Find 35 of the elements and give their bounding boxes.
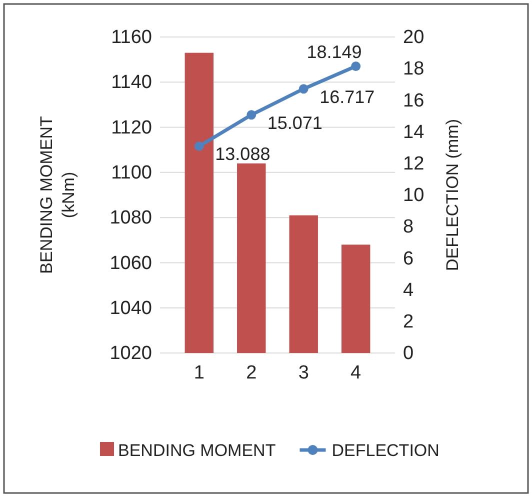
y-tick-label: 1140	[111, 72, 152, 94]
y2-tick-label: 16	[403, 90, 424, 112]
y-tick-label: 1040	[110, 298, 152, 319]
y-tick-label: 1020	[110, 343, 152, 364]
data-label: 13.088	[215, 144, 270, 164]
data-label: 16.717	[320, 86, 375, 107]
y-tick-label: 1080	[110, 208, 152, 229]
y2-axis-title: DEFLECTION (mm)	[443, 118, 462, 272]
y2-tick-label: 14	[403, 122, 425, 143]
y2-tick-label: 20	[403, 27, 424, 48]
data-label: 15.071	[267, 112, 322, 133]
data-label: 18.149	[306, 42, 362, 62]
y2-tick-label: 0	[403, 343, 414, 364]
x-tick-label: 4	[350, 362, 362, 384]
y2-tick-label: 6	[403, 248, 414, 270]
y2-tick-label: 4	[403, 280, 414, 301]
y2-tick-label: 12	[403, 153, 424, 174]
point	[194, 142, 204, 151]
y-tick-label: 1060	[110, 252, 152, 274]
point	[351, 62, 361, 71]
y-tick-label: 1160	[111, 27, 152, 48]
legend-label: DEFLECTION	[332, 441, 440, 460]
point	[246, 110, 256, 120]
x-tick-label: 1	[194, 362, 204, 384]
x-tick-label: 2	[246, 362, 257, 384]
y-axis-title: BENDING MOMENT (kNm)	[37, 116, 78, 274]
legend-label: BENDING MOMENT	[118, 441, 276, 460]
y2-tick-label: 2	[403, 311, 414, 332]
y2-tick-label: 18	[403, 58, 424, 80]
point	[298, 84, 308, 94]
y-tick-label: 1100	[111, 162, 152, 184]
y2-tick-label: 10	[403, 185, 424, 206]
y2-tick-label: 8	[403, 216, 414, 238]
y-tick-label: 1120	[111, 117, 152, 138]
x-tick-label: 3	[298, 362, 309, 384]
